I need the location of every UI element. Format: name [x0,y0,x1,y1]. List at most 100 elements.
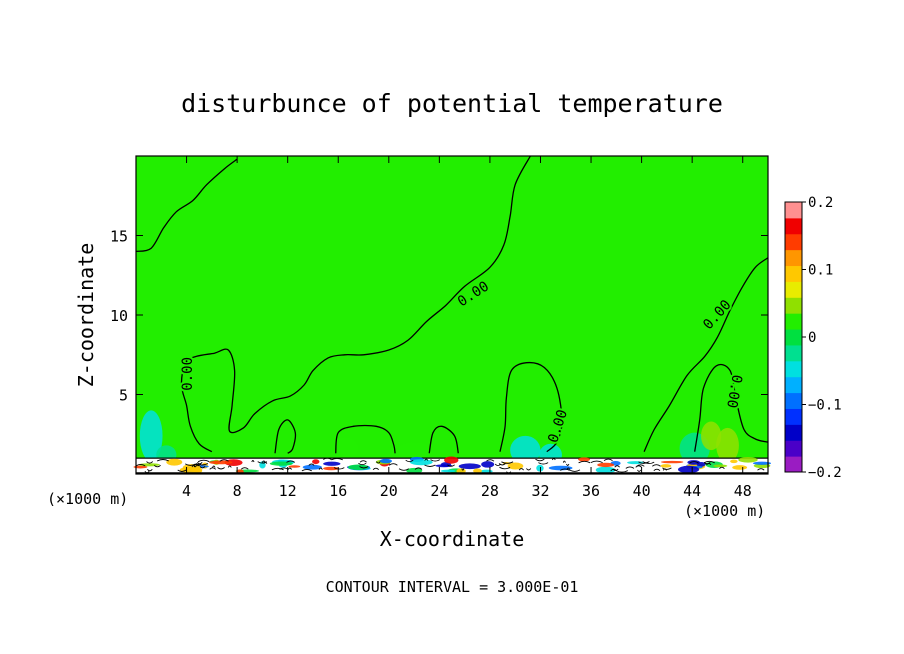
x-tick-label: 44 [683,482,701,500]
surface-contour [551,457,556,461]
contour-line [694,363,769,452]
disturbance-patch [139,410,163,462]
surface-contour [333,467,345,470]
surface-contour [153,464,161,468]
colorbar-swatch [785,440,802,457]
surface-blob [323,461,341,466]
surface-contour [590,460,603,464]
y-tick-label: 5 [119,387,128,405]
surface-contour [323,457,332,460]
surface-contour [372,467,380,471]
colorbar-tick-label: 0.1 [808,263,833,279]
surface-contour [447,464,455,467]
surface-contour [398,468,410,471]
surface-contour [156,459,170,462]
field-background [136,156,768,474]
colorbar-swatch [785,297,802,314]
surface-contour [388,463,398,466]
surface-layer [133,456,772,475]
surface-blob [660,460,684,464]
x-tick-label: 20 [380,482,398,500]
colorbar-swatch [785,360,802,378]
surface-blob [730,459,738,464]
contour-line [428,425,459,454]
surface-contour [177,469,187,472]
x-tick-label: 16 [329,482,347,500]
surface-contour [625,466,635,469]
contour-interval-note: CONTOUR INTERVAL = 3.000E-01 [326,578,579,596]
surface-blob [323,466,340,471]
surface-blob [696,461,706,467]
surface-contour [612,468,619,471]
surface-blob [507,462,524,470]
surface-contour [135,463,146,467]
surface-contour [501,461,514,464]
x-tick-label: 24 [430,482,448,500]
colorbar-swatch [785,217,802,235]
colorbar-swatch [785,249,802,267]
x-tick-label: 8 [233,482,242,500]
surface-contour [486,459,495,462]
disturbance-patch [716,427,739,463]
surface-contour [376,461,381,464]
surface-contour [197,459,210,463]
colorbar-swatch [785,265,802,282]
surface-blob [752,461,772,465]
x-axis-label: X-coordinate [380,527,525,551]
surface-contour [614,465,620,468]
surface-contour [562,460,566,463]
surface-contour [703,460,715,464]
surface-contour [637,469,642,472]
contour-line [274,419,297,454]
surface-contour [461,468,465,471]
surface-blob [595,466,616,474]
surface-blob [166,458,183,466]
surface-blob [536,464,544,472]
surface-blob [440,469,456,473]
surface-contour [430,459,441,462]
colorbar-swatch [785,392,802,409]
x-unit-left: (×1000 m) [47,490,128,508]
chart-title: disturbunce of potential temperature [181,89,723,118]
disturbance-patch [701,421,722,451]
contour-line [499,361,563,453]
surface-contour [197,462,203,465]
surface-blob [312,459,320,465]
surface-contour [636,464,645,467]
surface-contour [212,465,216,468]
surface-blob [481,461,495,468]
surface-contour [193,465,197,468]
surface-contour [358,462,367,466]
surface-contour [653,468,661,472]
surface-blob [302,464,322,470]
surface-contour [635,465,642,468]
surface-contour [662,467,672,470]
colorbar-tick-label: −0.1 [808,398,842,414]
surface-blob [224,459,243,466]
contour-line [335,424,396,454]
surface-contour [499,466,511,470]
surface-contour [652,464,661,467]
surface-contour [603,458,613,461]
colorbar-tick-label: 0 [808,330,816,346]
surface-contour [199,466,206,469]
surface-contour [719,466,725,470]
surface-contour [518,468,524,471]
surface-blob [133,465,148,469]
surface-contour [147,468,153,472]
x-tick-label: 12 [279,482,297,500]
disturbance-patch [510,435,541,465]
surface-contour [424,464,436,467]
x-tick-label: 28 [481,482,499,500]
surface-contour [286,460,296,463]
surface-contour [240,467,249,470]
surface-contour [217,467,225,470]
colorbar-swatch [785,344,802,362]
colorbar-swatch [785,329,802,346]
colorbar-swatch [785,281,802,298]
contour-line [643,257,769,452]
surface-blob [409,459,433,466]
surface-blob [379,458,392,464]
y-tick-label: 10 [110,307,128,325]
surface-blob [444,456,459,464]
